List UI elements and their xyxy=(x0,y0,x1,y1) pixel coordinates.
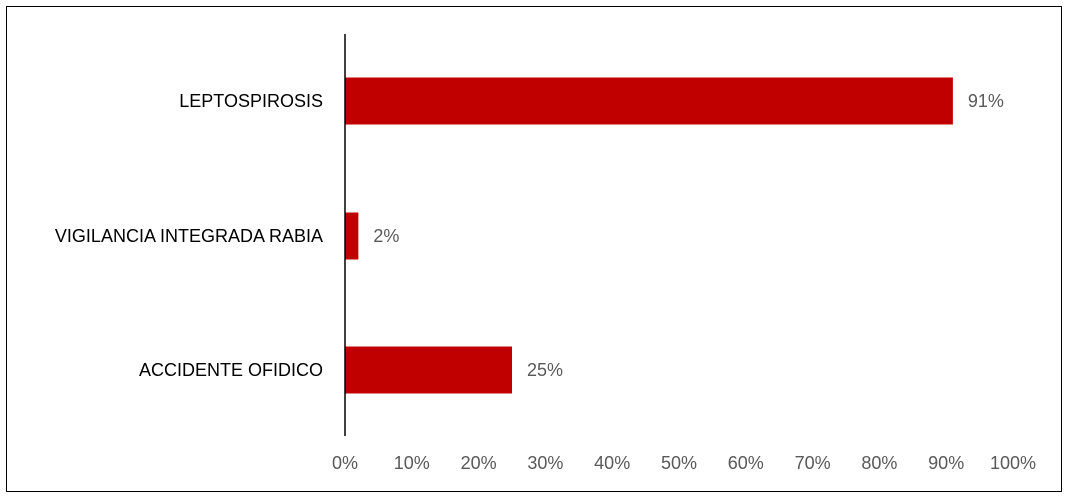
x-tick-label: 70% xyxy=(795,453,831,473)
data-label: 2% xyxy=(373,226,399,246)
x-tick-label: 90% xyxy=(928,453,964,473)
x-tick-label: 60% xyxy=(728,453,764,473)
bar-1 xyxy=(345,212,359,260)
data-label: 91% xyxy=(968,91,1004,111)
data-label: 25% xyxy=(527,360,563,380)
x-tick-label: 10% xyxy=(394,453,430,473)
bars-layer xyxy=(345,77,953,394)
x-tick-label: 0% xyxy=(332,453,358,473)
x-tick-label: 100% xyxy=(990,453,1036,473)
x-tick-label: 30% xyxy=(527,453,563,473)
category-label: LEPTOSPIROSIS xyxy=(179,91,323,111)
x-tick-label: 40% xyxy=(594,453,630,473)
bar-0 xyxy=(345,77,953,125)
x-tick-label: 50% xyxy=(661,453,697,473)
labels-layer: LEPTOSPIROSIS 91% VIGILANCIA INTEGRADA RAB… xyxy=(55,91,1036,473)
x-tick-label: 20% xyxy=(461,453,497,473)
category-label: ACCIDENTE OFIDICO xyxy=(139,360,323,380)
bar-2 xyxy=(345,346,512,394)
category-label: VIGILANCIA INTEGRADA RABIA xyxy=(55,226,323,246)
x-tick-label: 80% xyxy=(861,453,897,473)
